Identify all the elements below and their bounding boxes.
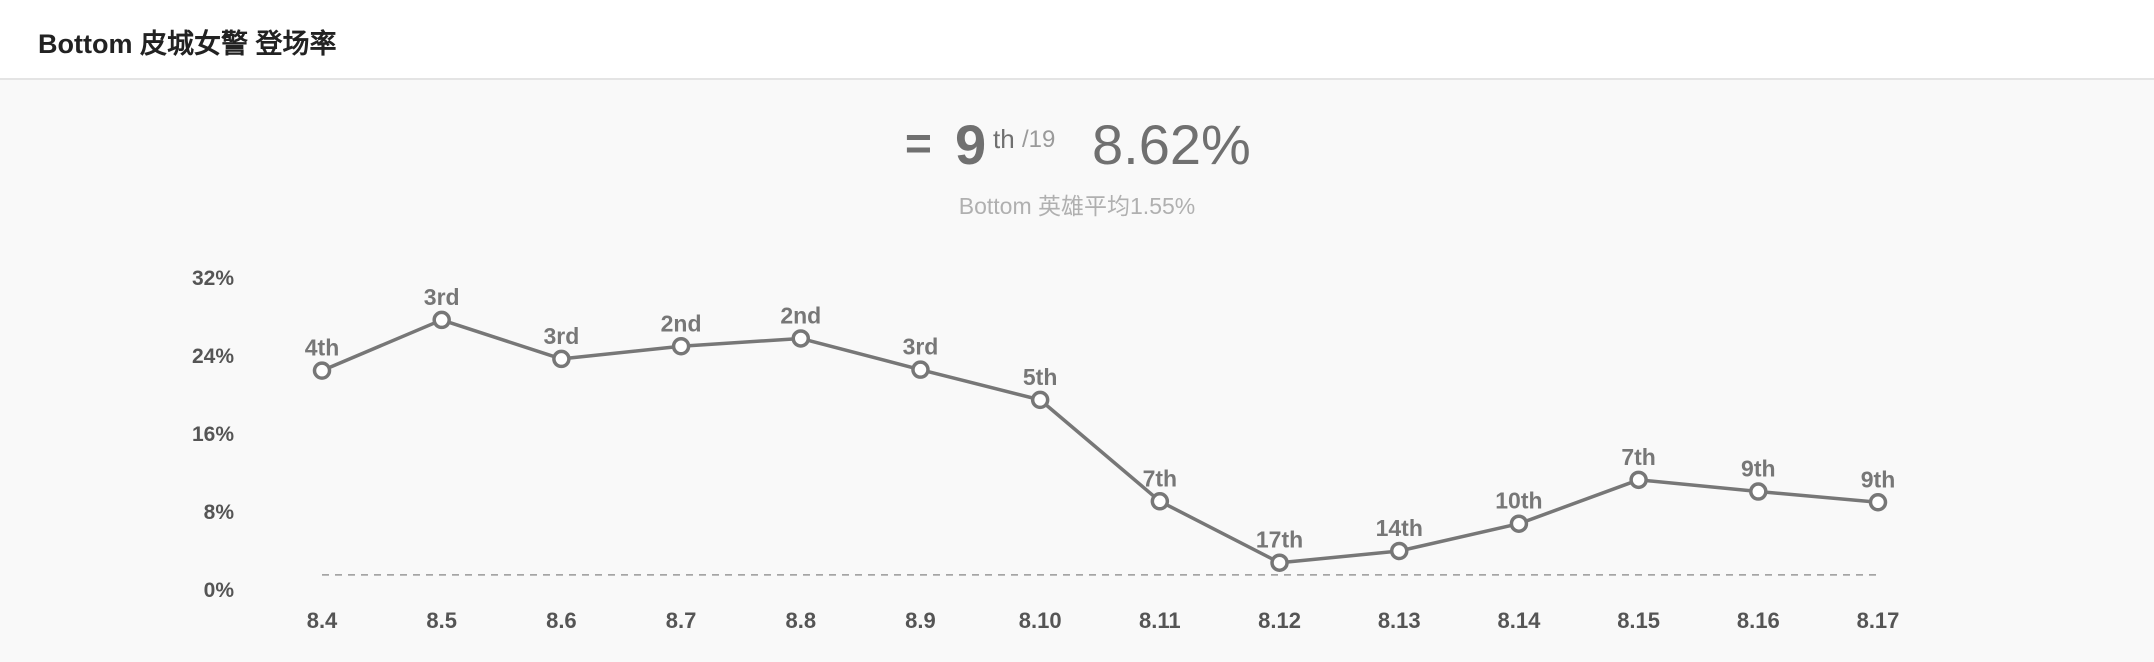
average-value: 1.55%: [1130, 193, 1196, 219]
y-tick-label: 24%: [192, 345, 234, 368]
y-tick-label: 16%: [192, 423, 234, 446]
data-label: 7th: [1143, 465, 1178, 491]
x-tick-label: 8.12: [1258, 608, 1301, 633]
data-points: [312, 310, 1888, 572]
data-label: 7th: [1621, 444, 1656, 470]
data-point: [1629, 470, 1648, 490]
data-point: [671, 337, 691, 356]
y-tick-label: 32%: [192, 267, 234, 290]
x-tick-label: 8.15: [1617, 608, 1660, 633]
average-prefix: Bottom 英雄平均: [958, 193, 1131, 219]
data-label: 3rd: [424, 284, 460, 310]
data-label: 2nd: [661, 310, 702, 336]
y-tick-label: 0%: [204, 579, 235, 602]
data-point: [911, 360, 930, 379]
data-point: [1509, 514, 1529, 533]
page-title: Bottom 皮城女警 登场率: [38, 29, 337, 59]
x-tick-label: 8.6: [546, 608, 577, 633]
x-axis: 8.4 8.5 8.6 8.7 8.8 8.9 8.10 8.11 8.12 8.13 8.14 8.…: [307, 608, 1900, 633]
x-tick-label: 8.14: [1498, 608, 1542, 633]
data-point: [1749, 482, 1768, 501]
rank-suffix: th: [993, 124, 1015, 154]
series-line: [321, 318, 1879, 565]
x-tick-label: 8.9: [905, 608, 936, 633]
x-tick-label: 8.7: [666, 608, 697, 633]
x-tick-label: 8.5: [426, 608, 457, 633]
data-point: [1150, 492, 1170, 511]
rank-number: 9: [955, 113, 987, 176]
data-point: [1270, 553, 1289, 572]
data-point: [432, 310, 451, 330]
x-tick-label: 8.4: [307, 608, 338, 633]
x-tick-label: 8.17: [1857, 608, 1900, 633]
y-tick-label: 8%: [204, 501, 235, 524]
data-labels: 4th 3rd 3rd 2nd 2nd 3rd 5th 7th 17th 14th 10th 7th 9…: [305, 284, 1896, 553]
data-label: 17th: [1256, 527, 1303, 553]
rank-total: /19: [1022, 126, 1056, 153]
rank-change-symbol: =: [905, 117, 932, 169]
x-tick-label: 8.10: [1019, 608, 1062, 633]
data-point: [1389, 541, 1409, 561]
data-label: 3rd: [543, 323, 579, 349]
average-rate-text: Bottom 英雄平均1.55%: [0, 187, 2154, 221]
data-label: 14th: [1376, 515, 1423, 541]
x-tick-label: 8.11: [1139, 608, 1181, 633]
data-point: [552, 349, 571, 369]
data-label: 2nd: [780, 302, 821, 328]
x-tick-label: 8.16: [1737, 608, 1780, 633]
data-label: 3rd: [903, 334, 939, 360]
y-axis: 0% 8% 16% 24% 32%: [192, 267, 234, 602]
data-point: [1030, 390, 1050, 410]
rank-summary: = 9 th /19 8.62%: [0, 112, 2154, 182]
pick-rate-chart: 0% 8% 16% 24% 32% 8.4 8.5 8.6 8.7 8.8 8.9 8.10 8.11…: [192, 267, 1900, 633]
data-label: 4th: [305, 335, 340, 361]
data-label: 5th: [1023, 364, 1058, 390]
x-tick-label: 8.13: [1378, 608, 1421, 633]
data-label: 10th: [1495, 488, 1542, 514]
pick-rate: 8.62%: [1092, 113, 1251, 176]
data-label: 9th: [1861, 466, 1896, 492]
data-point: [1868, 493, 1888, 512]
data-point: [791, 329, 811, 348]
x-tick-label: 8.8: [785, 608, 816, 633]
data-point: [312, 361, 332, 380]
data-label: 9th: [1741, 456, 1776, 482]
header: Bottom 皮城女警 登场率: [0, 0, 2154, 80]
